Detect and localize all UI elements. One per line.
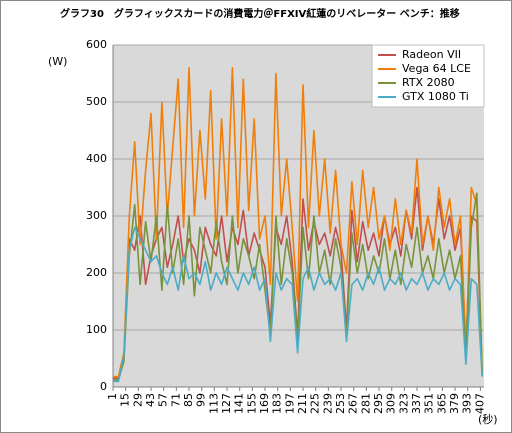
x-tick-label: 239 <box>321 393 334 414</box>
y-axis-label: (W) <box>48 55 67 68</box>
x-tick-label: 15 <box>119 393 132 407</box>
x-tick-label: 57 <box>157 393 170 407</box>
x-tick-label: 1 <box>106 393 119 400</box>
legend-label: Radeon VII <box>402 48 461 61</box>
y-tick-label: 500 <box>86 95 107 108</box>
x-tick-label: 267 <box>347 393 360 414</box>
x-tick-label: 183 <box>271 393 284 414</box>
y-tick-label: 300 <box>86 209 107 222</box>
legend-label: RTX 2080 <box>402 76 455 89</box>
series-line <box>113 67 483 378</box>
x-axis-label: (秒) <box>478 412 498 426</box>
x-tick-label: 253 <box>334 393 347 414</box>
legend-label: Vega 64 LCE <box>402 62 471 75</box>
y-tick-label: 600 <box>86 38 107 51</box>
x-tick-label: 211 <box>296 393 309 414</box>
x-tick-label: 281 <box>359 393 372 414</box>
x-tick-label: 365 <box>435 393 448 414</box>
y-tick-label: 200 <box>86 266 107 279</box>
x-tick-label: 155 <box>245 393 258 414</box>
x-tick-label: 323 <box>397 393 410 414</box>
x-tick-label: 127 <box>220 393 233 414</box>
x-tick-label: 113 <box>207 393 220 414</box>
x-tick-label: 169 <box>258 393 271 414</box>
x-tick-label: 407 <box>473 393 486 414</box>
plot-area: 0 100 200 300 400 500 600 1 15 29 43 57 71 85 99 113 127… <box>86 38 486 414</box>
y-tick-label: 100 <box>86 323 107 336</box>
x-tick-label: 337 <box>410 393 423 414</box>
x-tick-label: 225 <box>309 393 322 414</box>
x-tick-label: 393 <box>461 393 474 414</box>
legend-label: GTX 1080 Ti <box>402 90 469 103</box>
x-tick-label: 351 <box>423 393 436 414</box>
x-tick-label: 309 <box>385 393 398 414</box>
x-tick-label: 29 <box>131 393 144 407</box>
y-tick-label: 400 <box>86 152 107 165</box>
series-line <box>113 226 483 383</box>
x-tick-label: 141 <box>233 393 246 414</box>
x-tick-label: 197 <box>283 393 296 414</box>
x-tick-label: 295 <box>372 393 385 414</box>
x-tick-label: 379 <box>448 393 461 414</box>
x-tick-label: 43 <box>144 393 157 407</box>
series-line <box>113 192 483 381</box>
x-tick-label: 99 <box>195 393 208 407</box>
y-tick-label: 0 <box>100 380 107 393</box>
x-tick-label: 85 <box>182 393 195 407</box>
chart-title: グラフ30 グラフィックスカードの消費電力＠FFXIV紅蓮のリベレーター ベンチ… <box>60 7 460 20</box>
x-tick-label: 71 <box>169 393 182 407</box>
